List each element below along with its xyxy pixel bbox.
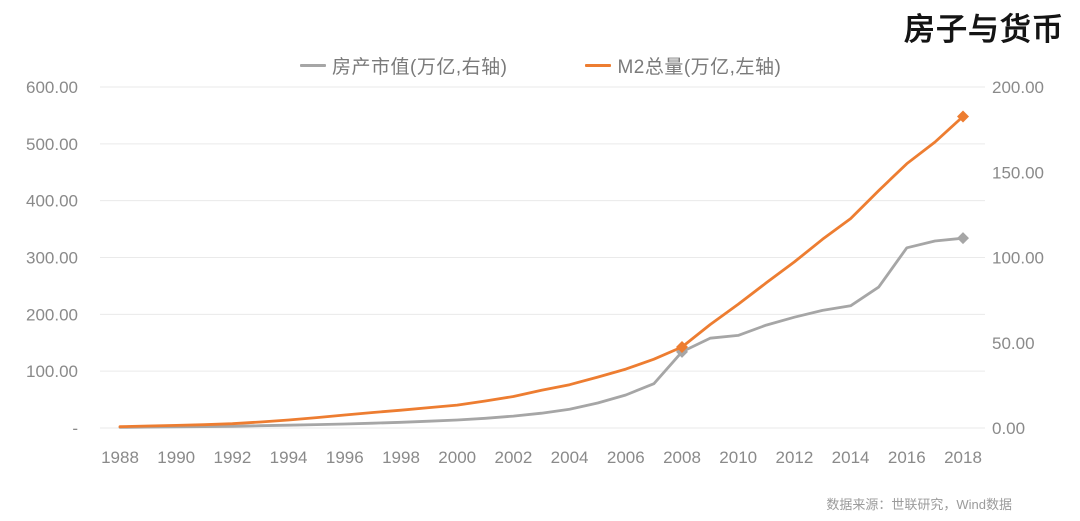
chart-title: 房子与货币 xyxy=(904,12,1064,47)
svg-text:100.00: 100.00 xyxy=(26,362,78,381)
svg-text:600.00: 600.00 xyxy=(26,78,78,97)
svg-text:2002: 2002 xyxy=(494,448,532,467)
gray-line-swatch xyxy=(300,64,326,67)
legend-item-property-value: 房产市值(万亿,右轴) xyxy=(300,52,507,79)
svg-text:1990: 1990 xyxy=(157,448,195,467)
data-source-note: 数据来源：世联研究，Wind数据 xyxy=(826,497,1012,512)
svg-text:2018: 2018 xyxy=(944,448,982,467)
chart-legend: 房产市值(万亿,右轴) M2总量(万亿,左轴) xyxy=(300,52,781,79)
svg-text:200.00: 200.00 xyxy=(26,305,78,324)
svg-text:150.00: 150.00 xyxy=(992,163,1044,182)
svg-text:2004: 2004 xyxy=(551,448,589,467)
svg-text:300.00: 300.00 xyxy=(26,249,78,268)
svg-text:2010: 2010 xyxy=(719,448,757,467)
svg-text:1996: 1996 xyxy=(326,448,364,467)
svg-text:1994: 1994 xyxy=(270,448,308,467)
orange-line-swatch xyxy=(585,64,612,67)
svg-text:2016: 2016 xyxy=(888,448,926,467)
svg-text:2014: 2014 xyxy=(832,448,870,467)
svg-text:2000: 2000 xyxy=(438,448,476,467)
svg-text:-: - xyxy=(72,419,78,438)
svg-text:50.00: 50.00 xyxy=(992,334,1035,353)
svg-text:2008: 2008 xyxy=(663,448,701,467)
svg-text:2006: 2006 xyxy=(607,448,645,467)
legend-label-m2-total: M2总量(万亿,左轴) xyxy=(617,57,782,78)
legend-label-property-value: 房产市值(万亿,右轴) xyxy=(332,57,508,78)
svg-text:1998: 1998 xyxy=(382,448,420,467)
svg-text:0.00: 0.00 xyxy=(992,419,1025,438)
svg-text:500.00: 500.00 xyxy=(26,135,78,154)
svg-text:1988: 1988 xyxy=(101,448,139,467)
svg-text:100.00: 100.00 xyxy=(992,249,1044,268)
svg-text:400.00: 400.00 xyxy=(26,192,78,211)
svg-text:200.00: 200.00 xyxy=(992,78,1044,97)
svg-text:1992: 1992 xyxy=(213,448,251,467)
legend-item-m2-total: M2总量(万亿,左轴) xyxy=(585,52,781,79)
svg-text:2012: 2012 xyxy=(775,448,813,467)
